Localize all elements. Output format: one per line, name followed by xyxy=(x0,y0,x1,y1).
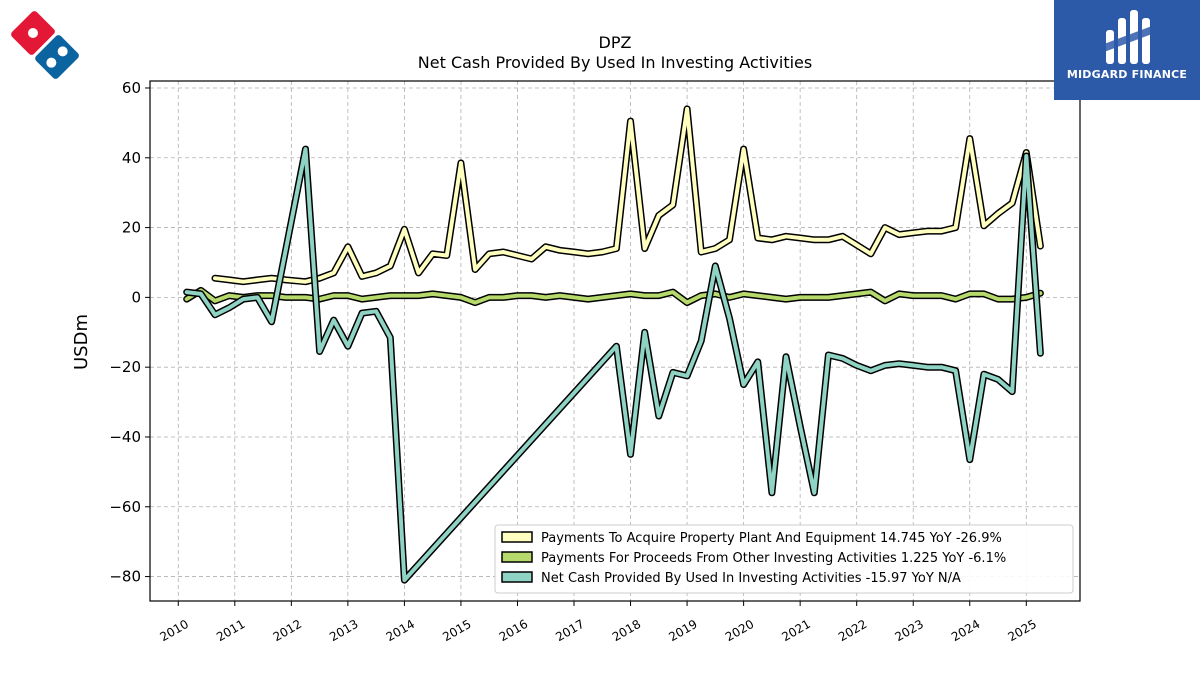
x-tick-label: 2024 xyxy=(949,617,982,644)
legend-swatch xyxy=(501,551,533,563)
chart-subtitle: Net Cash Provided By Used In Investing A… xyxy=(418,53,812,72)
x-tick-label: 2018 xyxy=(610,617,643,644)
x-tick-label: 2022 xyxy=(836,617,869,644)
plot-frame xyxy=(149,80,1081,602)
x-tick-label: 2021 xyxy=(779,617,812,644)
y-tick-label: 60 xyxy=(122,79,141,97)
legend-box xyxy=(494,524,1074,594)
legend-entry: Payments To Acquire Property Plant And E… xyxy=(541,531,1002,546)
chart-title: DPZ xyxy=(599,33,632,52)
dominos-logo xyxy=(4,4,86,86)
series-line-3 xyxy=(183,145,1044,584)
midgard-emblem-icon xyxy=(1104,10,1152,64)
x-tick-label: 2010 xyxy=(158,617,191,644)
y-tick-label: −20 xyxy=(109,358,141,376)
grid xyxy=(150,81,1080,601)
x-tick-label: 2014 xyxy=(384,617,417,644)
x-tick-label: 2020 xyxy=(723,617,756,644)
x-tick-label: 2016 xyxy=(497,617,530,644)
y-tick-label: 0 xyxy=(131,288,141,306)
legend-swatch xyxy=(501,531,533,543)
y-axis: 60 40 20 0 −20 −40 −60 −80 xyxy=(109,79,150,586)
y-tick-label: −40 xyxy=(109,428,141,446)
x-axis: 2010 2011 2012 2013 2014 2015 2016 2017 2018 2019… xyxy=(158,601,1039,644)
series-line-2 xyxy=(183,286,1044,307)
legend: Payments To Acquire Property Plant And E… xyxy=(494,524,1074,594)
y-tick-label: −80 xyxy=(109,568,141,586)
midgard-finance-logo: MIDGARD FINANCE xyxy=(1054,0,1200,100)
y-axis-label: USDm xyxy=(71,314,92,370)
x-tick-label: 2017 xyxy=(553,617,586,644)
legend-swatch xyxy=(501,571,533,583)
midgard-finance-text: MIDGARD FINANCE xyxy=(1066,68,1188,81)
x-tick-label: 2013 xyxy=(327,617,360,644)
x-tick-label: 2025 xyxy=(1006,617,1039,644)
series-line-1 xyxy=(211,105,1044,286)
x-tick-label: 2012 xyxy=(271,617,304,644)
y-tick-label: 40 xyxy=(122,149,141,167)
legend-entry: Net Cash Provided By Used In Investing A… xyxy=(541,571,961,586)
x-tick-label: 2023 xyxy=(892,617,925,644)
legend-entry: Payments For Proceeds From Other Investi… xyxy=(541,551,1006,566)
plot-lines xyxy=(183,105,1044,584)
x-tick-label: 2015 xyxy=(440,617,473,644)
x-tick-label: 2011 xyxy=(214,617,247,644)
y-tick-label: 20 xyxy=(122,219,141,237)
x-tick-label: 2019 xyxy=(666,617,699,644)
y-tick-label: −60 xyxy=(109,498,141,516)
